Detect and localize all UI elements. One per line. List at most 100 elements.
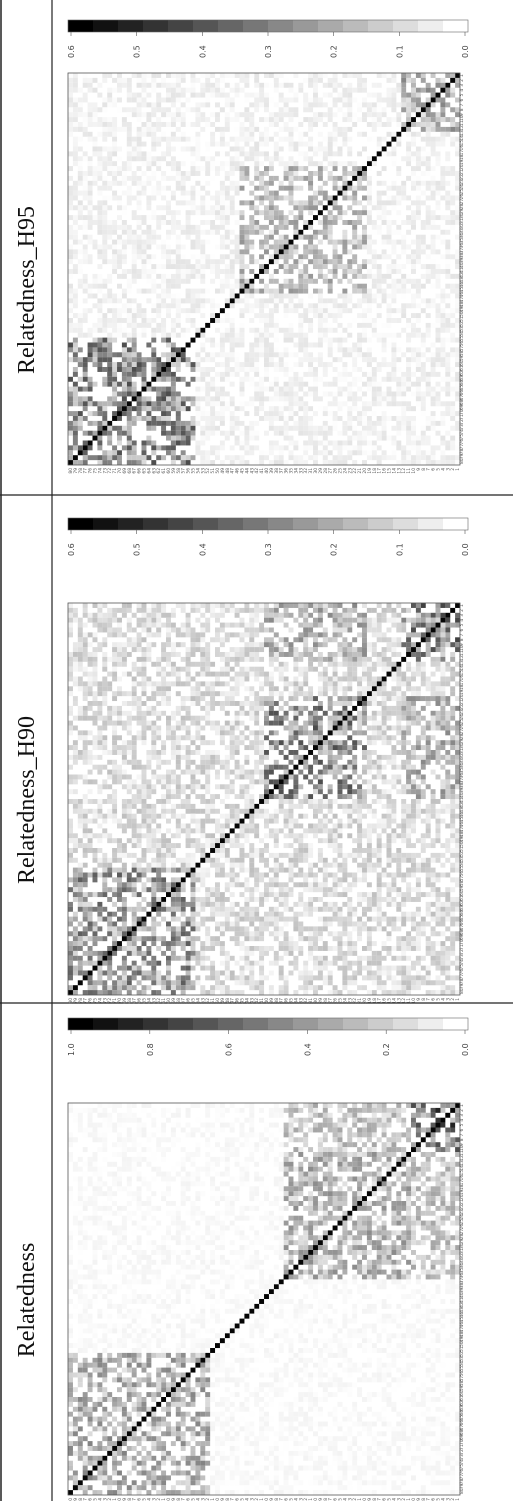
- heatmap-cell: [396, 926, 402, 932]
- heatmap-cell: [234, 1196, 240, 1202]
- heatmap-cell: [131, 1294, 137, 1300]
- heatmap-cell: [219, 1455, 225, 1461]
- heatmap-cell: [450, 1333, 456, 1339]
- heatmap-cell: [401, 764, 407, 770]
- heatmap-cell: [264, 1299, 269, 1304]
- heatmap-cell: [357, 1156, 363, 1162]
- heatmap-cell: [239, 1205, 245, 1211]
- heatmap-cell: [313, 1156, 318, 1162]
- heatmap-cell: [445, 1450, 451, 1456]
- heatmap-cell: [141, 1279, 147, 1285]
- heatmap-cell: [386, 1245, 392, 1251]
- heatmap-cell: [195, 1333, 201, 1339]
- heatmap-cell: [239, 1132, 245, 1138]
- heatmap-cell: [77, 1313, 83, 1319]
- heatmap-cell: [175, 1352, 181, 1358]
- heatmap-cell: [381, 1259, 387, 1265]
- heatmap-cell: [411, 1171, 416, 1177]
- heatmap-cell: [185, 1426, 191, 1432]
- heatmap-cell: [234, 1465, 240, 1471]
- heatmap-cell: [234, 1294, 240, 1300]
- heatmap-cell: [254, 1436, 260, 1442]
- heatmap-cell: [141, 1107, 147, 1113]
- heatmap-cell: [254, 1446, 260, 1451]
- heatmap-cell: [420, 779, 426, 785]
- heatmap-cell: [219, 1259, 225, 1265]
- heatmap-cell: [371, 1460, 377, 1466]
- heatmap-cell: [376, 985, 382, 991]
- heatmap-cell: [92, 1215, 98, 1221]
- heatmap-cell: [249, 1107, 255, 1113]
- heatmap-cell: [117, 1264, 122, 1270]
- heatmap-cell: [435, 1107, 441, 1113]
- heatmap-cell: [224, 1122, 230, 1128]
- heatmap-cell: [92, 1426, 98, 1432]
- heatmap-cell: [391, 916, 397, 922]
- heatmap-cell: [190, 1392, 196, 1398]
- heatmap-tick-label: 52: [205, 1498, 211, 1501]
- heatmap-cell: [308, 1220, 314, 1226]
- heatmap-cell: [102, 1406, 108, 1412]
- heatmap-cell: [425, 1465, 431, 1471]
- heatmap-tick-label: 72: [107, 1498, 113, 1501]
- heatmap-cell: [264, 1225, 269, 1231]
- heatmap-cell: [77, 1426, 83, 1432]
- heatmap-tick-label: 24: [342, 1498, 348, 1501]
- heatmap-cell: [313, 1225, 318, 1231]
- heatmap-cell: [327, 1426, 333, 1432]
- heatmap-cell: [381, 686, 387, 692]
- heatmap-cell: [293, 1220, 299, 1226]
- heatmap-cell: [381, 1372, 387, 1378]
- heatmap-cell: [362, 1254, 367, 1260]
- heatmap-cell: [117, 1181, 122, 1187]
- heatmap-cell: [445, 750, 451, 755]
- heatmap-tick-label: 5: [435, 1498, 441, 1501]
- heatmap-cell: [381, 607, 387, 613]
- heatmap-cell: [146, 1279, 152, 1285]
- heatmap-cell: [107, 1343, 113, 1349]
- heatmap-cell: [117, 1103, 122, 1108]
- heatmap-cell: [322, 1132, 328, 1138]
- heatmap-cell: [391, 1166, 397, 1172]
- heatmap-cell: [440, 784, 446, 790]
- heatmap-cell: [391, 1352, 397, 1358]
- heatmap-frame: [67, 1102, 461, 1496]
- heatmap-cell: [190, 1352, 196, 1358]
- heatmap-cell: [430, 1127, 436, 1133]
- heatmap-cell: [259, 1142, 265, 1148]
- heatmap-cell: [430, 1348, 436, 1353]
- heatmap-cell: [190, 1215, 196, 1221]
- heatmap-cell: [244, 1264, 250, 1270]
- heatmap-cell: [239, 1318, 245, 1324]
- heatmap-cell: [352, 1254, 358, 1260]
- heatmap-cell: [107, 1323, 113, 1329]
- heatmap-cell: [298, 1450, 304, 1456]
- heatmap-cell: [430, 794, 436, 800]
- heatmap-cell: [102, 1210, 108, 1216]
- heatmap-tick-label: 48: [459, 1331, 465, 1337]
- heatmap-cell: [161, 1480, 167, 1486]
- heatmap-cell: [219, 1475, 225, 1481]
- heatmap-cell: [415, 745, 421, 751]
- heatmap-cell: [386, 818, 392, 824]
- heatmap-cell: [396, 705, 402, 711]
- heatmap-cell: [151, 1436, 157, 1442]
- heatmap-cell: [401, 696, 407, 702]
- heatmap-cell: [376, 1103, 382, 1108]
- heatmap-cell: [366, 1480, 372, 1486]
- heatmap-cell: [406, 1294, 412, 1300]
- heatmap-cell: [371, 1142, 377, 1148]
- heatmap-cell: [357, 1235, 363, 1241]
- heatmap-cell: [268, 1274, 274, 1280]
- heatmap-cell: [92, 1382, 98, 1388]
- heatmap-cell: [268, 1210, 274, 1216]
- heatmap-cell: [131, 1220, 137, 1226]
- heatmap-cell: [332, 1225, 338, 1231]
- heatmap-cell: [234, 1490, 240, 1496]
- heatmap-cell: [215, 1103, 220, 1108]
- heatmap-cell: [259, 1240, 265, 1246]
- heatmap-cell: [219, 1367, 225, 1373]
- heatmap-cell: [415, 647, 421, 653]
- heatmap-cell: [362, 1245, 367, 1251]
- heatmap-cell: [411, 1215, 416, 1221]
